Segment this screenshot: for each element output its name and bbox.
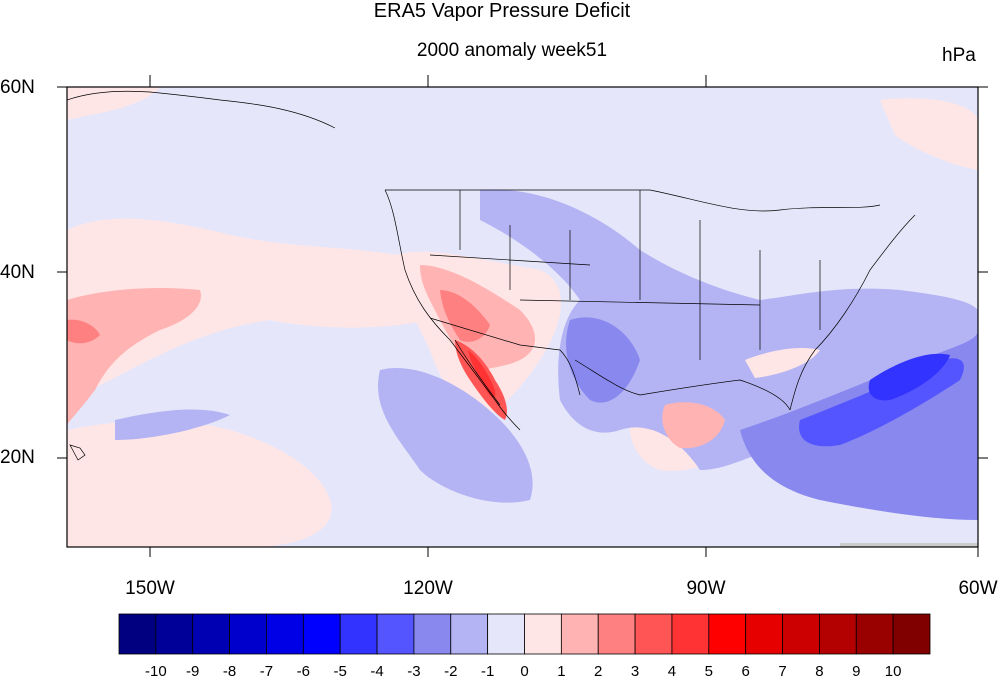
colorbar-box xyxy=(192,613,230,655)
colorbar-box xyxy=(819,613,857,655)
coastlines xyxy=(67,90,916,461)
colorbar-box xyxy=(450,613,489,655)
lon-label-120w: 120W xyxy=(403,578,453,599)
colorbar-tick-label: 4 xyxy=(667,663,677,680)
anomaly-region-pacific-pos xyxy=(67,218,439,420)
colorbar-box xyxy=(413,613,452,655)
colorbar-tick-label: 7 xyxy=(778,663,787,680)
colorbar-tick-label: 6 xyxy=(741,663,750,680)
colorbar-box xyxy=(229,613,267,655)
colorbar-tick-label: 2 xyxy=(594,663,603,680)
border-us-mexico xyxy=(429,317,581,396)
colorbar-tick-label: -2 xyxy=(444,663,458,680)
chart-subtitle: 2000 anomaly week51 xyxy=(416,40,608,61)
colorbar-box xyxy=(745,613,783,655)
chart-title: ERA5 Vapor Pressure Deficit xyxy=(373,0,631,22)
colorbar-tick-label: 0 xyxy=(520,663,529,680)
colorbar-tick-label: 3 xyxy=(630,663,640,680)
colorbar-tick-label: 8 xyxy=(815,663,824,680)
colorbar-tick-label: -10 xyxy=(145,663,167,680)
colorbar-box xyxy=(708,613,747,655)
coast-hawaii xyxy=(69,444,86,461)
anomaly-region-pacific-mid-pos xyxy=(67,288,201,425)
map-frame xyxy=(66,86,979,548)
coast-uswest xyxy=(384,189,521,431)
colorbar-tick-label: -6 xyxy=(296,663,310,680)
coast-alaska xyxy=(67,90,336,129)
colorbar-box xyxy=(597,613,636,655)
lat-label-60n: 60N xyxy=(0,77,35,98)
state-lines xyxy=(429,190,821,360)
colorbar-tick-label: -8 xyxy=(222,663,237,680)
coast-baja xyxy=(454,339,501,406)
lat-label-40n: 40N xyxy=(0,262,35,283)
anomaly-region-pacific-neg xyxy=(115,409,230,440)
colorbar-box xyxy=(524,613,562,655)
colorbar-tick-label: 1 xyxy=(557,663,566,680)
colorbar-tick-label: -3 xyxy=(407,663,421,680)
colorbar-box xyxy=(266,613,304,655)
lon-label-150w: 150W xyxy=(125,578,175,599)
anomaly-region-baja-core xyxy=(468,350,496,398)
colorbar-box xyxy=(487,613,525,655)
colorbar-tick-label: 10 xyxy=(884,663,902,680)
coast-useast xyxy=(789,214,916,411)
colorbar-box xyxy=(782,613,820,655)
lon-label-60w: 60W xyxy=(958,578,998,599)
colorbar-tick-label: -7 xyxy=(259,663,274,680)
colorbar-tick-label: -4 xyxy=(370,663,384,680)
anomaly-region-socal-core xyxy=(440,290,490,342)
lon-label-90w: 90W xyxy=(686,578,726,599)
colorbar-box xyxy=(302,613,341,655)
colorbar-tick-label: 9 xyxy=(852,663,861,680)
coast-gulf xyxy=(574,359,791,411)
colorbar-box xyxy=(155,613,194,655)
missing-data-strip-2 xyxy=(840,543,978,547)
anomaly-field xyxy=(67,87,978,547)
colorbar-tick-label: -9 xyxy=(186,663,200,680)
ticks xyxy=(57,75,988,557)
border-canada-us xyxy=(385,189,881,212)
colorbar-box xyxy=(855,613,894,655)
anomaly-region-mexico-neg xyxy=(378,368,533,503)
colorbar-tick-label: -5 xyxy=(333,663,347,680)
colorbar-box xyxy=(339,613,378,655)
anomaly-region-gulf-mid-pos xyxy=(662,402,725,449)
units-label: hPa xyxy=(942,45,976,66)
anomaly-region-atlantic-core xyxy=(868,353,950,401)
anomaly-region-texas-neg xyxy=(566,317,640,403)
colorbar-box xyxy=(376,613,415,655)
colorbar-tick-label: -1 xyxy=(480,663,495,680)
colorbar-tick-label: 5 xyxy=(704,663,713,680)
colorbar-box xyxy=(634,613,673,655)
anomaly-region-alaska-pos xyxy=(67,87,160,120)
colorbar-box xyxy=(892,613,931,655)
anomaly-region-seus-pos xyxy=(745,348,820,378)
colorbar-box xyxy=(671,613,710,655)
lat-label-20n: 20N xyxy=(0,447,35,468)
colorbar-box xyxy=(118,613,157,655)
colorbar-box xyxy=(560,613,599,655)
anomaly-region-southpac-pos xyxy=(67,420,332,547)
anomaly-region-nwatlantic-pos xyxy=(880,98,978,170)
anomaly-region-pacific-core-pos xyxy=(67,319,100,344)
